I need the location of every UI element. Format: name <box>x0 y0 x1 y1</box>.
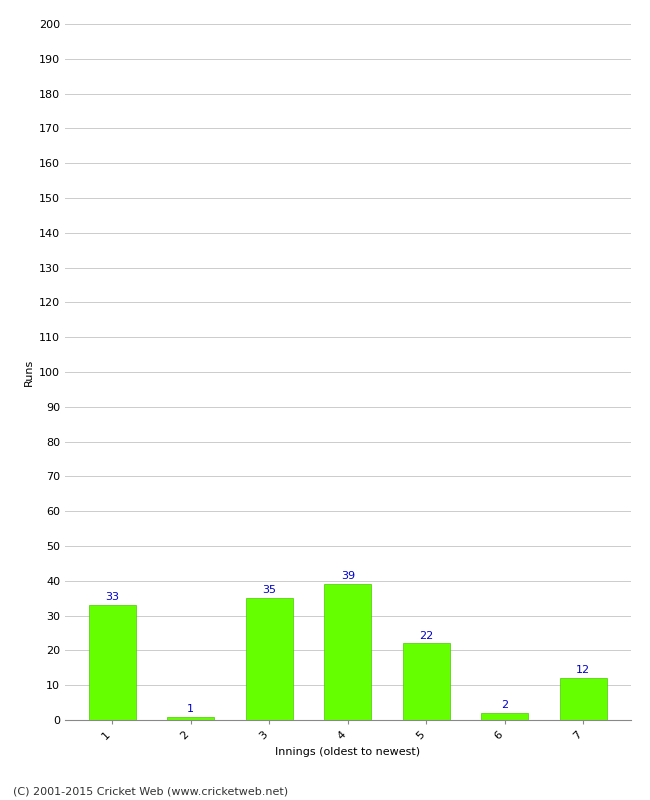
Text: 33: 33 <box>105 592 119 602</box>
Text: 12: 12 <box>577 666 590 675</box>
Y-axis label: Runs: Runs <box>23 358 33 386</box>
Text: 1: 1 <box>187 704 194 714</box>
Bar <box>324 584 371 720</box>
Bar <box>560 678 607 720</box>
Bar <box>88 605 136 720</box>
Bar <box>246 598 292 720</box>
Text: 35: 35 <box>262 586 276 595</box>
Text: 22: 22 <box>419 630 434 641</box>
Text: 2: 2 <box>501 700 508 710</box>
Bar <box>403 643 450 720</box>
Bar <box>167 717 214 720</box>
Text: 39: 39 <box>341 571 355 582</box>
Text: (C) 2001-2015 Cricket Web (www.cricketweb.net): (C) 2001-2015 Cricket Web (www.cricketwe… <box>13 786 288 796</box>
Bar <box>481 713 528 720</box>
X-axis label: Innings (oldest to newest): Innings (oldest to newest) <box>275 746 421 757</box>
